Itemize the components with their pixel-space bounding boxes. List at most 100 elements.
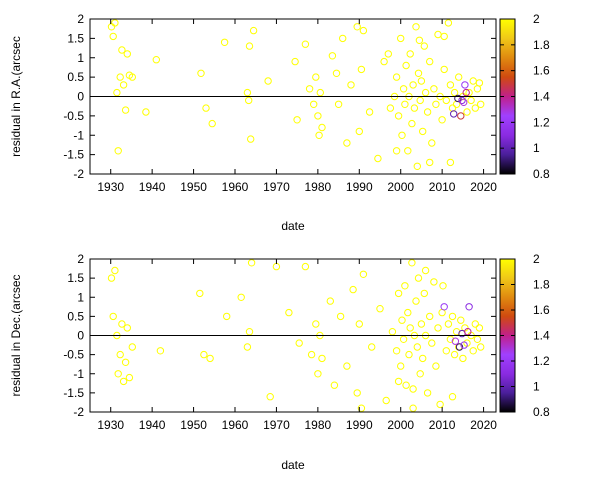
colorbar-tick-label: 2: [533, 252, 540, 266]
data-point: [374, 154, 382, 163]
data-point: [416, 370, 424, 378]
x-tick-label: 1950: [180, 180, 207, 194]
data-point: [394, 112, 403, 120]
data-point: [436, 400, 444, 409]
data-point: [455, 343, 464, 351]
data-point: [202, 104, 210, 112]
data-point: [442, 96, 450, 105]
data-point: [404, 147, 412, 155]
colorbar-tick-label: 1: [533, 380, 540, 394]
data-point: [417, 77, 426, 85]
x-tick-label: 1980: [305, 180, 332, 194]
data-points: [107, 19, 485, 171]
data-point: [196, 289, 204, 298]
data-point: [414, 69, 423, 78]
data-point: [419, 127, 427, 136]
x-tick-label: 1970: [263, 180, 290, 194]
data-point: [392, 73, 401, 81]
data-points: [107, 259, 485, 412]
y-axis-label: residual in Dec.(arcsec: [9, 274, 23, 396]
data-point: [397, 362, 405, 370]
data-point: [448, 393, 457, 401]
data-point: [409, 404, 417, 412]
data-point: [432, 362, 440, 370]
data-point: [465, 88, 473, 97]
panel-2: 2 1.5 1 0.5 0 -0.5 -1 -1.5 -2 1930 1940 1950 1960 197…: [9, 252, 550, 472]
data-point: [365, 108, 374, 116]
data-point: [285, 308, 293, 317]
y-tick-label: -1: [73, 367, 84, 381]
data-point: [272, 262, 281, 271]
data-point: [439, 282, 447, 290]
data-point: [128, 73, 137, 81]
data-point: [467, 96, 475, 105]
y-tick-label: 1.5: [67, 31, 84, 45]
data-point: [243, 343, 252, 351]
data-point: [152, 56, 161, 64]
data-point: [339, 34, 347, 43]
data-point: [318, 123, 326, 132]
data-point: [121, 358, 130, 366]
data-point: [353, 389, 361, 397]
x-tick-label: 1930: [97, 180, 124, 194]
data-point: [357, 65, 366, 74]
data-point: [420, 289, 428, 298]
data-point: [394, 289, 403, 298]
data-point: [420, 42, 428, 50]
data-point: [446, 335, 455, 343]
y-tick-label: 1: [77, 290, 84, 304]
data-point: [454, 94, 462, 103]
data-point: [402, 61, 410, 70]
data-point: [397, 34, 405, 43]
data-point: [448, 312, 457, 321]
data-point: [457, 316, 465, 324]
data-point: [386, 104, 395, 112]
data-point: [451, 337, 460, 345]
data-point: [444, 320, 453, 328]
data-point: [398, 131, 406, 140]
data-point: [444, 19, 453, 27]
data-point: [450, 350, 459, 359]
data-point: [316, 88, 324, 97]
x-tick-label: 1960: [222, 180, 249, 194]
data-point: [440, 32, 448, 41]
data-point: [446, 81, 455, 89]
data-point: [399, 335, 408, 343]
data-point: [357, 404, 366, 412]
data-point: [438, 116, 446, 124]
colorbar-tick-label: 1.8: [533, 278, 550, 292]
data-point: [315, 131, 323, 140]
x-tick-label: 2020: [470, 418, 497, 432]
data-point: [109, 312, 117, 321]
data-point: [328, 52, 337, 60]
y-tick-label: 2: [77, 252, 84, 266]
data-point: [423, 108, 432, 116]
data-point: [413, 343, 421, 351]
data-point: [206, 354, 214, 363]
data-point: [458, 96, 466, 105]
colorbar-tick-label: 1: [533, 141, 540, 155]
colorbar-tick-label: 0.8: [533, 167, 550, 181]
panel-1: 2 1.5 1 0.5 0 -0.5 -1 -1.5 -2 1930 1940 1950 1960 197…: [9, 12, 550, 233]
data-point: [368, 343, 376, 351]
data-point: [249, 26, 258, 35]
data-point: [312, 320, 320, 328]
data-point: [477, 100, 485, 109]
data-point: [388, 328, 397, 336]
data-point: [109, 32, 117, 41]
data-point: [295, 339, 303, 347]
y-tick-label: 1.5: [67, 271, 84, 285]
data-point: [399, 85, 408, 93]
data-point: [471, 104, 479, 112]
data-point: [111, 266, 119, 275]
data-point: [247, 259, 256, 267]
data-point: [428, 139, 436, 147]
data-point: [412, 23, 420, 31]
data-point: [440, 65, 448, 74]
y-tick-label: 0.5: [67, 309, 84, 323]
data-point: [343, 362, 351, 370]
data-point: [428, 339, 436, 347]
data-point: [405, 350, 413, 359]
data-point: [314, 370, 322, 378]
